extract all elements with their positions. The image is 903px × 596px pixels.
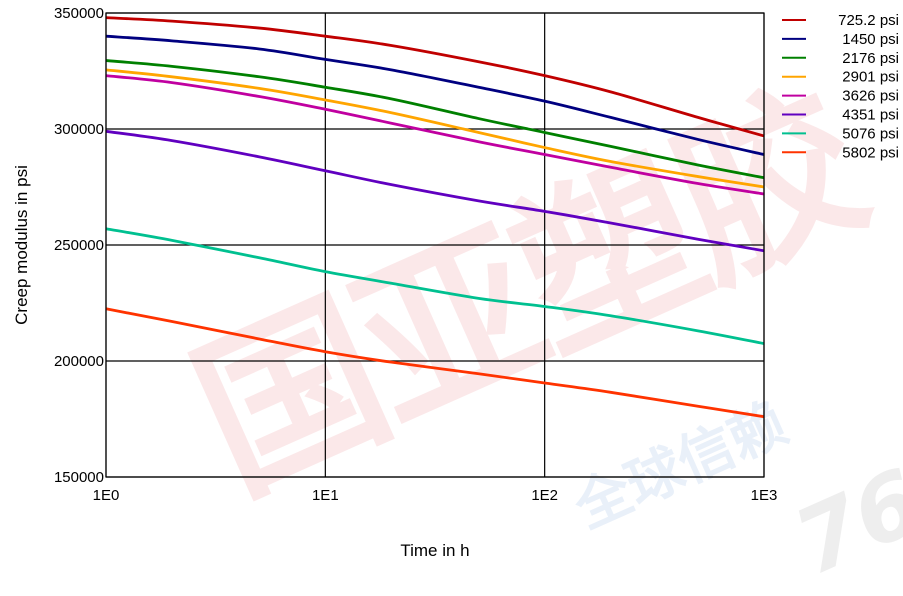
y-tick-label: 200000 — [54, 353, 104, 370]
x-tick-label: 1E2 — [531, 487, 558, 504]
creep-modulus-chart: 1E0 1E1 1E2 1E3 150000 200000 250000 300000 350… — [12, 5, 899, 560]
x-tick-label: 1E1 — [312, 487, 339, 504]
series-line — [105, 74, 765, 196]
series-line — [105, 59, 765, 180]
x-tick-label: 1E3 — [751, 487, 778, 504]
legend-label: 2176 psi — [842, 50, 899, 67]
legend-label: 2901 psi — [842, 69, 899, 86]
y-tick-label: 250000 — [54, 237, 104, 254]
y-tick-label: 350000 — [54, 5, 104, 22]
y-axis-label: Creep modulus in psi — [12, 165, 31, 325]
plot-frame — [105, 12, 765, 478]
grid — [105, 12, 765, 478]
legend: 725.2 psi 1450 psi 2176 psi 2901 psi 3626 ps… — [782, 12, 899, 161]
series-line — [105, 16, 765, 138]
x-tick-label: 1E0 — [93, 487, 120, 504]
legend-label: 5076 psi — [842, 125, 899, 142]
legend-label: 4351 psi — [842, 107, 899, 124]
legend-label: 725.2 psi — [838, 12, 899, 29]
x-tick-labels: 1E0 1E1 1E2 1E3 — [93, 487, 778, 504]
y-tick-labels: 150000 200000 250000 300000 350000 — [54, 5, 104, 486]
legend-label: 1450 psi — [842, 31, 899, 48]
series-line — [105, 129, 765, 253]
series-line — [105, 307, 765, 419]
x-axis-label: Time in h — [400, 541, 469, 560]
legend-label: 3626 psi — [842, 88, 899, 105]
series-line — [105, 68, 765, 189]
series-lines — [105, 16, 765, 419]
y-tick-label: 300000 — [54, 121, 104, 138]
y-tick-label: 150000 — [54, 469, 104, 486]
series-line — [105, 227, 765, 345]
legend-label: 5802 psi — [842, 144, 899, 161]
series-line — [105, 34, 765, 156]
